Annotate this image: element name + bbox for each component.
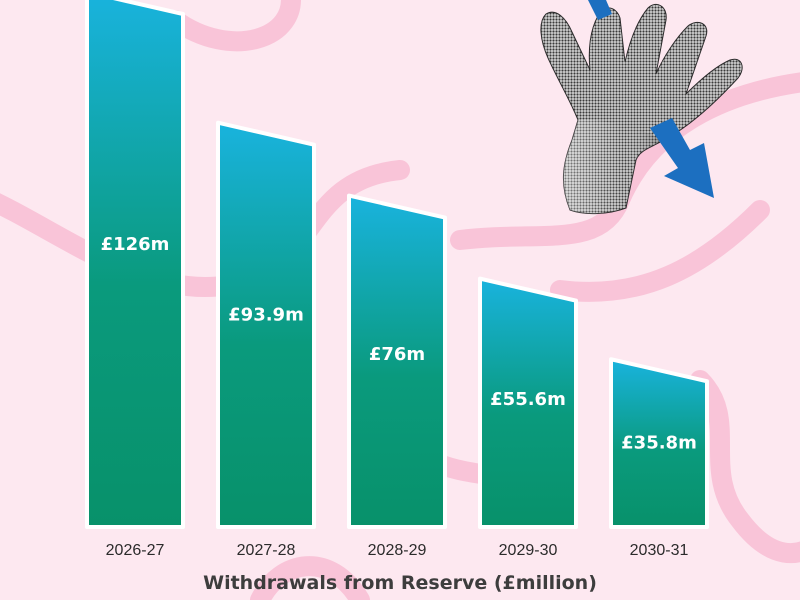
bar-2029-30: [478, 276, 578, 529]
downward-arrow-icon: [588, 0, 714, 198]
bar-value-label: £55.6m: [490, 389, 566, 410]
bar-value-label: £126m: [101, 234, 170, 255]
x-tick-label: 2028-29: [368, 542, 427, 559]
bar-value-label: £35.8m: [621, 432, 697, 453]
x-tick-label: 2026-27: [106, 542, 165, 559]
bar-2026-27: [85, 0, 185, 529]
x-tick-label: 2027-28: [237, 542, 296, 559]
bar-value-label: £76m: [369, 344, 425, 365]
x-tick-label: 2030-31: [630, 542, 689, 559]
halftone-hand-icon: [540, 4, 743, 215]
x-tick-labels: 2026-27 2027-28 2028-29 2029-30 2030-31: [106, 542, 689, 559]
x-tick-label: 2029-30: [499, 542, 558, 559]
bars: [85, 0, 709, 529]
bar-value-labels: £126m £93.9m £76m £55.6m £35.8m: [101, 234, 697, 453]
bar-2030-31: [609, 357, 709, 529]
bar-2028-29: [347, 193, 447, 529]
x-axis-title: Withdrawals from Reserve (£million): [203, 572, 597, 594]
bar-2027-28: [216, 120, 316, 529]
bar-value-label: £93.9m: [228, 305, 304, 326]
